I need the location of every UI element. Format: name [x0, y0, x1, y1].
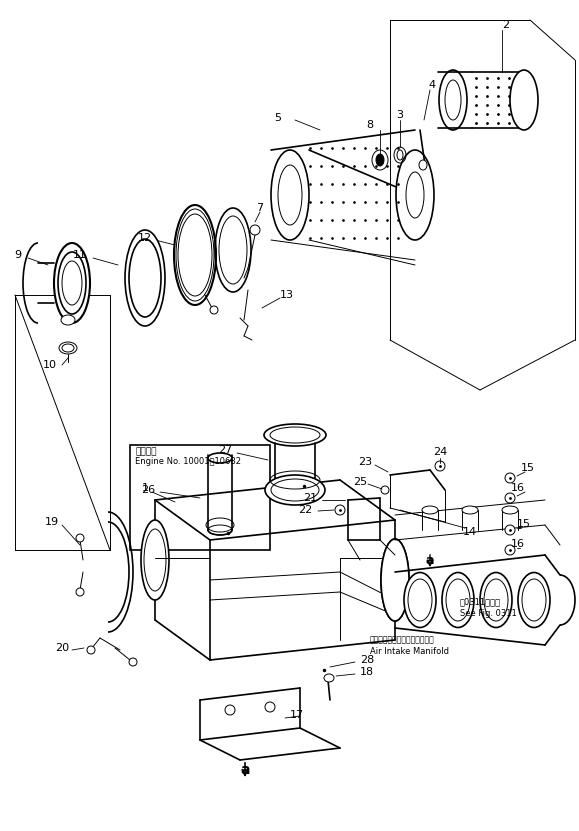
Ellipse shape: [419, 160, 427, 170]
Text: 26: 26: [141, 485, 155, 495]
Ellipse shape: [396, 150, 434, 240]
Text: a: a: [426, 553, 434, 567]
Text: エアーインテークマニホールド: エアーインテークマニホールド: [370, 636, 435, 645]
Text: 13: 13: [280, 290, 294, 300]
Text: 15: 15: [517, 519, 531, 529]
Circle shape: [381, 486, 389, 494]
Circle shape: [129, 658, 137, 666]
Text: Air Intake Manifold: Air Intake Manifold: [370, 647, 449, 656]
Text: 24: 24: [433, 447, 447, 457]
Text: 16: 16: [511, 483, 525, 493]
Circle shape: [225, 705, 235, 715]
Text: 19: 19: [45, 517, 59, 527]
Ellipse shape: [61, 315, 75, 325]
Text: 12: 12: [138, 233, 152, 243]
Circle shape: [505, 525, 515, 535]
Text: 11: 11: [73, 250, 87, 260]
Text: 7: 7: [256, 203, 263, 213]
Ellipse shape: [265, 475, 325, 505]
Circle shape: [250, 225, 260, 235]
Ellipse shape: [442, 573, 474, 627]
Ellipse shape: [208, 453, 232, 463]
Circle shape: [87, 646, 95, 654]
Text: 8: 8: [367, 120, 373, 130]
Text: 1: 1: [141, 483, 148, 493]
Text: 18: 18: [360, 667, 374, 677]
Circle shape: [505, 493, 515, 503]
Ellipse shape: [59, 342, 77, 354]
Bar: [130, 445, 270, 550]
Ellipse shape: [264, 424, 326, 446]
Ellipse shape: [404, 573, 436, 627]
Ellipse shape: [480, 573, 512, 627]
Circle shape: [265, 702, 275, 712]
Ellipse shape: [518, 573, 550, 627]
Circle shape: [210, 306, 218, 314]
Circle shape: [76, 534, 84, 542]
Ellipse shape: [141, 520, 169, 600]
Ellipse shape: [376, 154, 384, 166]
Text: See Fig. 0311: See Fig. 0311: [460, 609, 516, 618]
Ellipse shape: [125, 230, 165, 326]
Ellipse shape: [381, 539, 409, 621]
Text: 5: 5: [274, 113, 281, 123]
Text: 15: 15: [521, 463, 535, 473]
Text: 25: 25: [353, 477, 367, 487]
Circle shape: [335, 505, 345, 515]
Text: 10: 10: [43, 360, 57, 370]
Ellipse shape: [502, 506, 518, 514]
Text: 22: 22: [298, 505, 312, 515]
Circle shape: [505, 473, 515, 483]
Text: 3: 3: [397, 110, 404, 120]
Text: 20: 20: [55, 643, 69, 653]
Text: 27: 27: [218, 445, 232, 455]
Text: 9: 9: [14, 250, 21, 260]
Text: 第0311図参照: 第0311図参照: [460, 597, 501, 607]
Text: 適用号機: 適用号機: [135, 448, 156, 456]
Text: 28: 28: [360, 655, 374, 665]
Ellipse shape: [462, 506, 478, 514]
Text: 16: 16: [511, 539, 525, 549]
Ellipse shape: [510, 70, 538, 130]
Text: 4: 4: [428, 80, 435, 90]
Ellipse shape: [215, 208, 251, 292]
Text: 17: 17: [290, 710, 304, 720]
Circle shape: [505, 545, 515, 555]
Text: a: a: [240, 763, 250, 777]
Text: 21: 21: [303, 493, 317, 503]
Circle shape: [76, 588, 84, 596]
Ellipse shape: [422, 506, 438, 514]
Circle shape: [435, 461, 445, 471]
Ellipse shape: [381, 539, 409, 621]
Text: 23: 23: [358, 457, 372, 467]
Ellipse shape: [324, 674, 334, 682]
Ellipse shape: [271, 150, 309, 240]
Ellipse shape: [54, 243, 90, 323]
Text: 14: 14: [463, 527, 477, 537]
Text: 2: 2: [503, 20, 510, 30]
Text: Engine No. 10001～10682: Engine No. 10001～10682: [135, 458, 241, 466]
Ellipse shape: [439, 70, 467, 130]
